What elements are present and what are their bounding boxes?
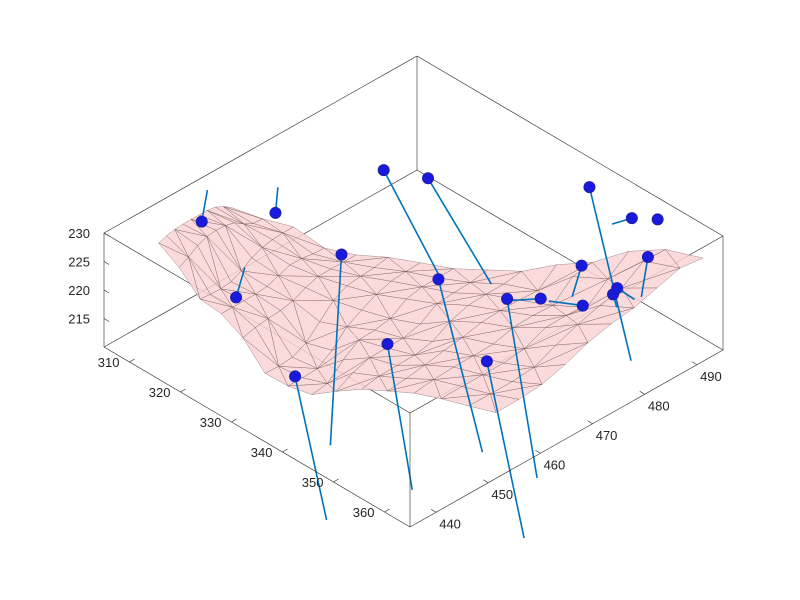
data-point-marker	[651, 213, 664, 226]
normal-vector	[427, 177, 493, 285]
box-edge	[103, 55, 418, 234]
data-point-marker	[534, 292, 547, 305]
x-tick-label: 360	[353, 505, 375, 520]
data-point-marker	[480, 355, 493, 368]
surface-facet	[470, 269, 522, 283]
y-tick-label: 460	[544, 457, 566, 472]
x-tick-label: 320	[149, 385, 171, 400]
normal-vector	[588, 186, 632, 361]
x-tick-mark	[384, 508, 390, 513]
axes-box-front	[103, 346, 724, 528]
normal-vector	[329, 254, 343, 446]
normal-vector	[386, 343, 414, 490]
data-point-marker	[269, 206, 282, 219]
z-tick-label: 215	[68, 312, 90, 327]
data-point-marker	[422, 172, 435, 185]
normal-vector	[506, 298, 538, 479]
data-point-marker	[289, 370, 302, 383]
z-tick-label: 220	[68, 283, 90, 298]
data-point-marker	[377, 164, 390, 177]
box-edge	[416, 55, 724, 237]
y-tick-label: 450	[491, 487, 513, 502]
surface-facet	[343, 254, 389, 263]
normal-vector	[382, 169, 442, 280]
y-tick-mark	[587, 420, 593, 425]
x-tick-mark	[333, 478, 339, 483]
pink-triangulated-surface	[158, 206, 704, 413]
z-tick-mark	[103, 318, 110, 322]
data-point-marker	[501, 292, 514, 305]
y-axis-line	[409, 349, 724, 528]
x-axis-ticks: 310 320 330 340 350 360	[98, 355, 390, 520]
y-tick-mark	[535, 449, 541, 454]
point-markers	[195, 164, 664, 383]
normal-vectors	[200, 169, 658, 539]
z-tick-mark	[103, 232, 110, 237]
data-point-marker	[576, 299, 589, 312]
surface-facet	[282, 226, 325, 249]
data-point-marker	[575, 259, 588, 272]
surface-facet	[537, 262, 593, 291]
y-axis-ticks: 440 450 460 470 480 490	[430, 361, 722, 531]
data-point-marker	[641, 251, 654, 264]
data-point-marker	[583, 181, 596, 194]
data-point-marker	[381, 338, 394, 351]
z-tick-label: 230	[68, 226, 90, 241]
x-tick-mark	[129, 358, 135, 363]
data-point-marker	[625, 212, 638, 225]
normal-vector	[294, 376, 328, 521]
x-tick-label: 350	[302, 475, 324, 490]
y-tick-label: 480	[648, 398, 670, 413]
normal-vector	[486, 361, 525, 539]
x-tick-mark	[282, 448, 288, 453]
data-point-marker	[195, 215, 208, 228]
z-tick-mark	[103, 261, 110, 265]
y-tick-mark	[691, 361, 698, 366]
x-tick-mark	[231, 418, 237, 423]
x-axis-line	[103, 346, 411, 528]
z-tick-mark	[103, 289, 110, 294]
y-tick-label: 490	[700, 369, 722, 384]
y-tick-mark	[639, 390, 645, 395]
surface-facet	[607, 249, 666, 280]
surface-facet	[223, 206, 263, 220]
data-point-marker	[230, 291, 243, 304]
data-point-marker	[611, 282, 624, 295]
y-tick-label: 440	[439, 516, 461, 531]
y-tick-mark	[430, 508, 437, 513]
box-edge	[416, 169, 724, 351]
surface-facet	[664, 249, 704, 269]
x-tick-mark	[180, 388, 186, 393]
normal-vector	[640, 256, 649, 298]
surface-facet	[405, 262, 454, 272]
normal-vector	[437, 279, 484, 453]
y-tick-label: 470	[596, 428, 618, 443]
y-tick-mark	[483, 479, 489, 484]
x-tick-label: 340	[251, 445, 273, 460]
data-point-marker	[335, 248, 348, 261]
z-axis-ticks: 215 220 225 230	[68, 226, 110, 327]
z-tick-label: 225	[68, 255, 90, 270]
x-tick-label: 310	[98, 355, 120, 370]
data-point-marker	[432, 273, 445, 286]
x-tick-label: 330	[200, 415, 222, 430]
